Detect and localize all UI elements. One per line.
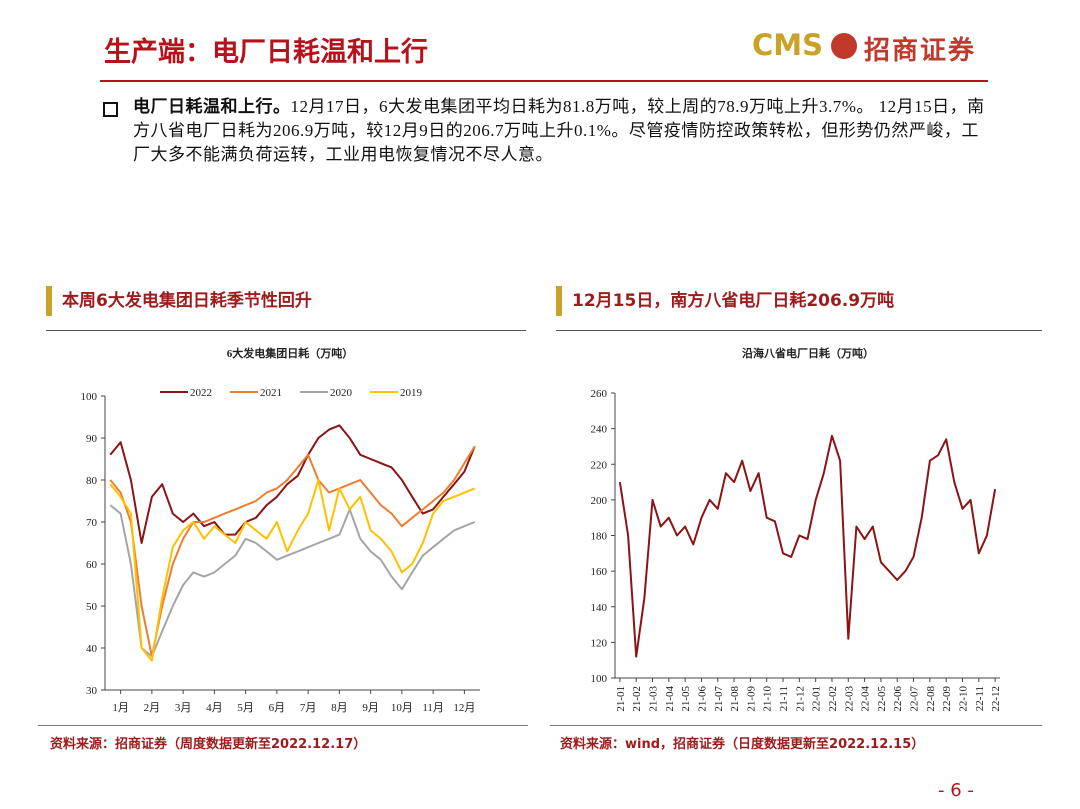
page-number: - 6 - <box>938 780 974 801</box>
logo-cms: CMS <box>752 28 824 62</box>
x-tick-label: 5月 <box>237 702 254 714</box>
x-tick-label: 12月 <box>453 702 475 714</box>
bullet-box <box>103 102 118 117</box>
logo-name: 招商证券 <box>864 36 977 66</box>
legend-label: 2021 <box>260 387 282 399</box>
x-tick-label: 21-02 <box>631 686 643 712</box>
x-tick-label: 22-04 <box>860 686 872 712</box>
paragraph: 电厂日耗温和上行。12月17日，6大发电集团平均日耗为81.8万吨，较上周的78… <box>133 95 993 167</box>
panel-rule <box>556 330 1042 331</box>
x-tick-label: 8月 <box>331 702 348 714</box>
x-tick-label: 9月 <box>362 702 379 714</box>
source: 资料来源：wind，招商证券（日度数据更新至2022.12.15） <box>560 737 925 752</box>
x-tick-label: 21-12 <box>794 686 806 712</box>
x-tick-label: 22-02 <box>827 686 839 712</box>
series-line <box>109 504 476 658</box>
x-tick-label: 21-09 <box>745 686 757 712</box>
x-tick-label: 6月 <box>269 702 286 714</box>
y-tick-label: 80 <box>86 475 98 487</box>
x-tick-label: 11月 <box>422 702 444 714</box>
y-tick-label: 30 <box>86 685 98 697</box>
y-tick-label: 100 <box>591 673 608 685</box>
x-tick-label: 1月 <box>112 702 129 714</box>
x-tick-label: 21-01 <box>615 686 627 712</box>
x-tick-label: 21-10 <box>762 686 774 712</box>
series-line <box>618 434 997 658</box>
legend-label: 2020 <box>330 387 353 399</box>
x-tick-label: 10月 <box>391 702 413 714</box>
x-tick-label: 22-01 <box>811 686 823 712</box>
x-tick-label: 21-03 <box>648 686 660 712</box>
y-tick-label: 50 <box>86 601 98 613</box>
y-tick-label: 200 <box>591 495 608 507</box>
x-tick-label: 21-08 <box>729 686 741 712</box>
y-tick-label: 90 <box>86 433 98 445</box>
series-line <box>109 424 476 544</box>
logo-icon <box>831 33 857 59</box>
lead: 电厂日耗温和上行。 <box>133 97 291 117</box>
x-tick-label: 21-06 <box>696 686 708 712</box>
x-tick-label: 21-07 <box>713 686 725 712</box>
x-tick-label: 4月 <box>206 702 223 714</box>
x-tick-label: 7月 <box>300 702 317 714</box>
y-tick-label: 120 <box>591 637 608 649</box>
x-tick-label: 22-12 <box>990 686 1002 712</box>
source-rule <box>550 725 1042 726</box>
x-tick-label: 22-07 <box>909 686 921 712</box>
y-tick-label: 260 <box>591 388 608 400</box>
x-tick-label: 22-05 <box>876 686 888 712</box>
y-tick-label: 70 <box>86 517 98 529</box>
x-tick-label: 22-08 <box>925 686 937 712</box>
y-tick-label: 100 <box>81 391 98 403</box>
page-title: 生产端：电厂日耗温和上行 <box>104 37 428 68</box>
legend-label: 2022 <box>190 387 212 399</box>
x-tick-label: 3月 <box>175 702 192 714</box>
x-tick-label: 21-05 <box>680 686 692 712</box>
series-line <box>109 479 476 662</box>
series-line <box>109 445 476 658</box>
y-tick-label: 40 <box>86 643 98 655</box>
x-tick-label: 22-03 <box>843 686 855 712</box>
y-tick-label: 240 <box>591 424 608 436</box>
panel-rule <box>46 330 526 331</box>
panel-title: 本周6大发电集团日耗季节性回升 <box>46 286 312 316</box>
y-tick-label: 60 <box>86 559 98 571</box>
header-rule <box>100 80 988 82</box>
x-tick-label: 21-11 <box>778 686 790 711</box>
x-tick-label: 22-09 <box>941 686 953 712</box>
chart-title: 6大发电集团日耗（万吨） <box>227 346 354 360</box>
x-tick-label: 2月 <box>144 702 161 714</box>
y-tick-label: 220 <box>591 459 608 471</box>
y-tick-label: 160 <box>591 566 608 578</box>
x-tick-label: 22-10 <box>957 686 969 712</box>
y-tick-label: 180 <box>591 531 608 543</box>
x-tick-label: 22-06 <box>892 686 904 712</box>
chart-title: 沿海八省电厂日耗（万吨） <box>742 346 874 360</box>
body-text: 12月17日，6大发电集团平均日耗为81.8万吨，较上周的78.9万吨上升3.7… <box>133 97 985 164</box>
legend-label: 2019 <box>400 387 423 399</box>
x-tick-label: 22-11 <box>974 686 986 711</box>
source-rule <box>38 725 528 726</box>
y-tick-label: 140 <box>591 602 608 614</box>
panel-title: 12月15日，南方八省电厂日耗206.9万吨 <box>556 286 894 316</box>
x-tick-label: 21-04 <box>664 686 676 712</box>
source: 资料来源：招商证券（周度数据更新至2022.12.17） <box>50 737 367 752</box>
